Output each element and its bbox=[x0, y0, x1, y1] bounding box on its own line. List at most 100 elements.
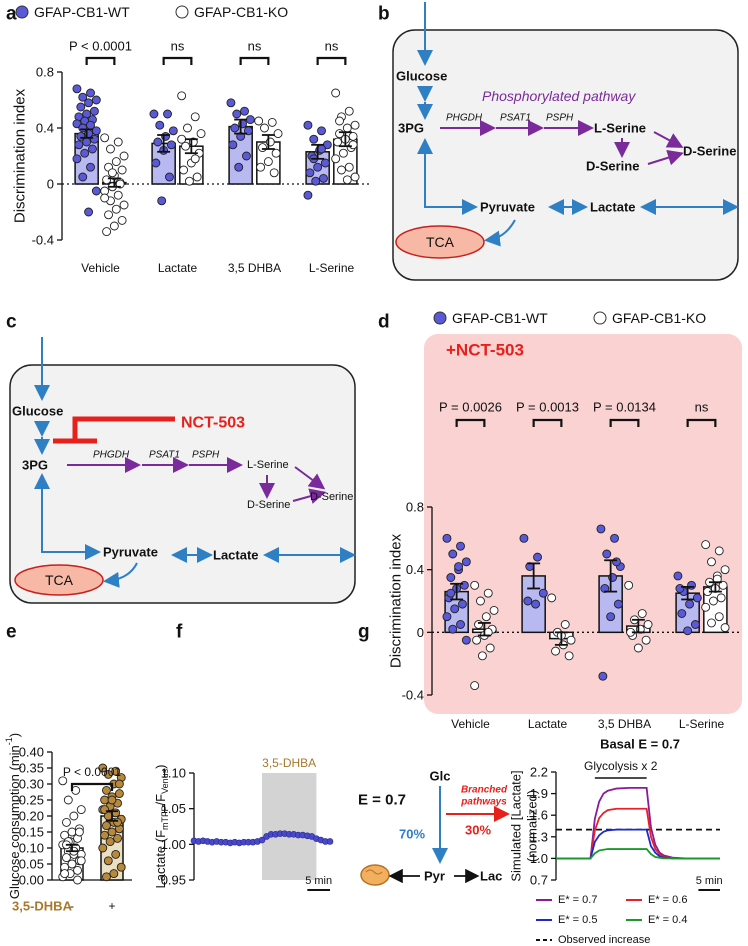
legend-label: GFAP-CB1-KO bbox=[612, 310, 706, 326]
y-tick-label: 2.2 bbox=[530, 765, 548, 780]
node-label: 3PG bbox=[398, 121, 424, 136]
panel-letter: d bbox=[378, 312, 390, 333]
error-bar bbox=[311, 143, 325, 160]
data-point bbox=[687, 580, 696, 590]
data-point bbox=[303, 190, 313, 200]
y-tick-label: 0.30 bbox=[19, 777, 44, 792]
x-tick-label: Vehicle bbox=[81, 261, 120, 275]
legend-label: Observed increase bbox=[558, 934, 650, 946]
data-point bbox=[78, 172, 88, 182]
series-line bbox=[556, 807, 720, 860]
data-point bbox=[344, 162, 354, 172]
y-axis-label-part: Venus bbox=[160, 768, 170, 794]
y-axis-label-part: ) bbox=[153, 765, 168, 769]
data-point bbox=[100, 193, 110, 203]
data-point bbox=[458, 599, 467, 609]
pathway-diagram-b: Glucose 3PG Phosphorylated pathway PHGDH… bbox=[392, 2, 739, 281]
data-point bbox=[102, 785, 111, 795]
y-axis-label-part: mTFP bbox=[160, 805, 170, 830]
data-point bbox=[643, 620, 653, 629]
data-point bbox=[606, 612, 616, 622]
y-tick-label: 1.05 bbox=[161, 801, 186, 816]
legend-marker bbox=[433, 311, 447, 325]
data-point bbox=[305, 168, 315, 178]
data-point bbox=[74, 140, 84, 150]
y-axis-label-part: -1 bbox=[4, 737, 14, 745]
data-point bbox=[106, 144, 115, 154]
data-point bbox=[104, 210, 113, 220]
data-point bbox=[179, 165, 189, 175]
stimulus-label: 3,5-DHBA bbox=[262, 756, 316, 770]
data-point bbox=[459, 580, 469, 590]
error-bar bbox=[554, 631, 568, 646]
data-point bbox=[113, 137, 123, 147]
data-point bbox=[91, 186, 101, 196]
data-point bbox=[309, 134, 319, 144]
data-point bbox=[113, 817, 122, 827]
flux-diagram-g: Glc E = 0.7 Branched pathways 70% 30% Py… bbox=[358, 769, 510, 886]
x-axis-label: 3,5-DHBA bbox=[12, 899, 73, 914]
data-point bbox=[326, 838, 334, 845]
y-tick-label: -0.4 bbox=[32, 233, 54, 248]
data-point bbox=[633, 643, 643, 653]
data-point bbox=[190, 112, 200, 122]
arrow bbox=[34, 473, 101, 560]
data-point bbox=[350, 172, 360, 182]
x-tick-label: + bbox=[108, 899, 115, 913]
data-point bbox=[102, 821, 111, 831]
annotation: P = 0.0134 bbox=[593, 400, 656, 415]
node-label: Glucose bbox=[396, 69, 447, 84]
data-point bbox=[446, 588, 456, 598]
x-tick-label: Lactate bbox=[158, 261, 198, 275]
data-point bbox=[442, 533, 452, 543]
mitochondrion bbox=[360, 864, 390, 886]
tca-ellipse bbox=[395, 225, 485, 259]
legend-label: E* = 0.6 bbox=[648, 894, 687, 906]
fraction-label: 70% bbox=[399, 827, 425, 842]
data-point bbox=[181, 141, 190, 151]
data-point bbox=[114, 789, 124, 799]
data-point bbox=[442, 612, 452, 622]
scale-bar-label: 5 min bbox=[696, 875, 723, 887]
data-point bbox=[245, 115, 255, 125]
data-point bbox=[472, 635, 482, 645]
arrow bbox=[292, 488, 326, 504]
significance-bracket bbox=[70, 782, 114, 791]
data-point bbox=[348, 140, 358, 150]
data-point bbox=[319, 173, 328, 183]
y-tick-label: -0.4 bbox=[402, 688, 424, 703]
data-point bbox=[547, 593, 557, 603]
data-point bbox=[271, 148, 281, 158]
data-point bbox=[69, 811, 79, 821]
stimulus-shade bbox=[262, 773, 317, 880]
arrow bbox=[294, 466, 326, 490]
data-point bbox=[254, 116, 264, 126]
y-tick-label: 0.7 bbox=[530, 873, 548, 888]
data-point bbox=[62, 817, 71, 827]
legend-marker bbox=[175, 5, 189, 19]
data-point bbox=[560, 620, 570, 629]
error-bar bbox=[107, 177, 121, 188]
data-point bbox=[707, 618, 716, 628]
efficiency-label: E = 0.7 bbox=[358, 792, 406, 809]
panel-letter: c bbox=[6, 312, 17, 333]
data-point bbox=[109, 221, 119, 231]
x-tick-label: Lactate bbox=[528, 717, 568, 731]
node-label: D-Serine bbox=[247, 499, 290, 511]
annotation: P = 0.0013 bbox=[516, 400, 579, 415]
data-point bbox=[612, 557, 621, 567]
data-point bbox=[242, 151, 251, 161]
data-point bbox=[109, 869, 119, 879]
data-point bbox=[718, 580, 728, 590]
legend-label: E* = 0.5 bbox=[558, 914, 597, 926]
data-point bbox=[454, 562, 464, 571]
data-point bbox=[481, 612, 491, 622]
data-point bbox=[456, 541, 465, 551]
data-point bbox=[258, 836, 266, 844]
data-point bbox=[60, 869, 70, 879]
data-point bbox=[103, 769, 113, 779]
data-point bbox=[708, 596, 718, 606]
data-point bbox=[63, 795, 73, 805]
data-point bbox=[338, 148, 348, 158]
data-point bbox=[67, 827, 77, 837]
